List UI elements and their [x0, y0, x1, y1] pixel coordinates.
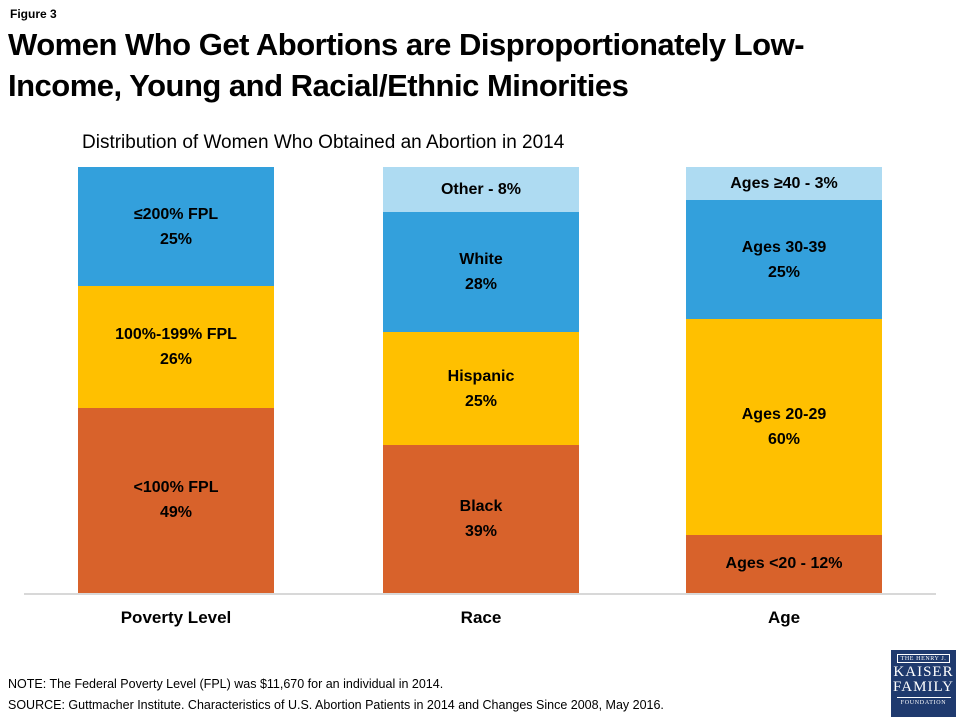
segment-label: 60%: [767, 431, 801, 449]
segment-label: White: [459, 251, 503, 269]
chart-subtitle: Distribution of Women Who Obtained an Ab…: [82, 132, 565, 153]
page-title-line-2: Income, Young and Racial/Ethnic Minoriti…: [8, 68, 629, 103]
segment-hispanic: Hispanic 25%: [383, 332, 579, 446]
segment-other: Other - 8%: [383, 167, 579, 213]
figure-number: Figure 3: [10, 7, 57, 21]
segment-label: Ages <20 - 12%: [725, 555, 843, 573]
x-axis-baseline: [24, 593, 936, 595]
segment-label: Hispanic: [447, 367, 515, 385]
segment-label: 25%: [464, 392, 498, 410]
segment-ages-20-29: Ages 20-29 60%: [686, 319, 882, 535]
kaiser-family-foundation-logo: THE HENRY J. KAISER FAMILY FOUNDATION: [891, 650, 956, 717]
segment-label: 100%-199% FPL: [115, 325, 237, 343]
segment-label: 39%: [464, 523, 498, 541]
segment-label: 25%: [159, 230, 193, 248]
logo-foundation-text: FOUNDATION: [896, 697, 951, 706]
segment-label: Ages 20-29: [741, 406, 827, 424]
footnotes: NOTE: The Federal Poverty Level (FPL) wa…: [8, 674, 664, 716]
segment-label: Ages ≥40 - 3%: [730, 175, 838, 193]
logo-henry-j-text: THE HENRY J.: [896, 654, 951, 663]
segment-black: Black 39%: [383, 445, 579, 593]
bar-group-race: Black 39% Hispanic 25% White 28% Other - 8%: [383, 167, 579, 593]
segment-label: <100% FPL: [133, 479, 219, 497]
segment-label: 26%: [159, 350, 193, 368]
segment-ages-40: Ages ≥40 - 3%: [686, 167, 882, 201]
segment-label: 28%: [464, 276, 498, 294]
segment-label: 49%: [159, 504, 193, 522]
logo-kaiser-text: KAISER: [893, 664, 954, 680]
segment-200-fpl: ≤200% FPL 25%: [78, 167, 274, 286]
source-text: SOURCE: Guttmacher Institute. Characteri…: [8, 698, 664, 712]
segment-label: Other - 8%: [440, 181, 521, 199]
bar-group-age: Ages <20 - 12% Ages 20-29 60% Ages 30-39 25%…: [686, 167, 882, 593]
segment-ages-20: Ages <20 - 12%: [686, 534, 882, 593]
segment-label: ≤200% FPL: [133, 205, 219, 223]
page-title-line-1: Women Who Get Abortions are Disproportio…: [8, 27, 805, 62]
page-title: Women Who Get Abortions are Disproportio…: [8, 24, 805, 106]
bar-group-poverty-level: <100% FPL 49% 100%-199% FPL 26% ≤200% FPL 25%: [78, 167, 274, 593]
segment-ages-30-39: Ages 30-39 25%: [686, 200, 882, 320]
segment-100-fpl: <100% FPL 49%: [78, 407, 274, 593]
axis-label-race: Race: [460, 608, 502, 627]
note-text: NOTE: The Federal Poverty Level (FPL) wa…: [8, 677, 444, 691]
axis-label-age: Age: [767, 608, 801, 627]
segment-white: White 28%: [383, 212, 579, 333]
segment-100-199-fpl: 100%-199% FPL 26%: [78, 286, 274, 408]
segment-label: 25%: [767, 263, 801, 281]
axis-label-poverty-level: Poverty Level: [120, 608, 232, 627]
segment-label: Black: [459, 498, 503, 516]
logo-family-text: FAMILY: [893, 679, 954, 695]
segment-label: Ages 30-39: [741, 238, 827, 256]
